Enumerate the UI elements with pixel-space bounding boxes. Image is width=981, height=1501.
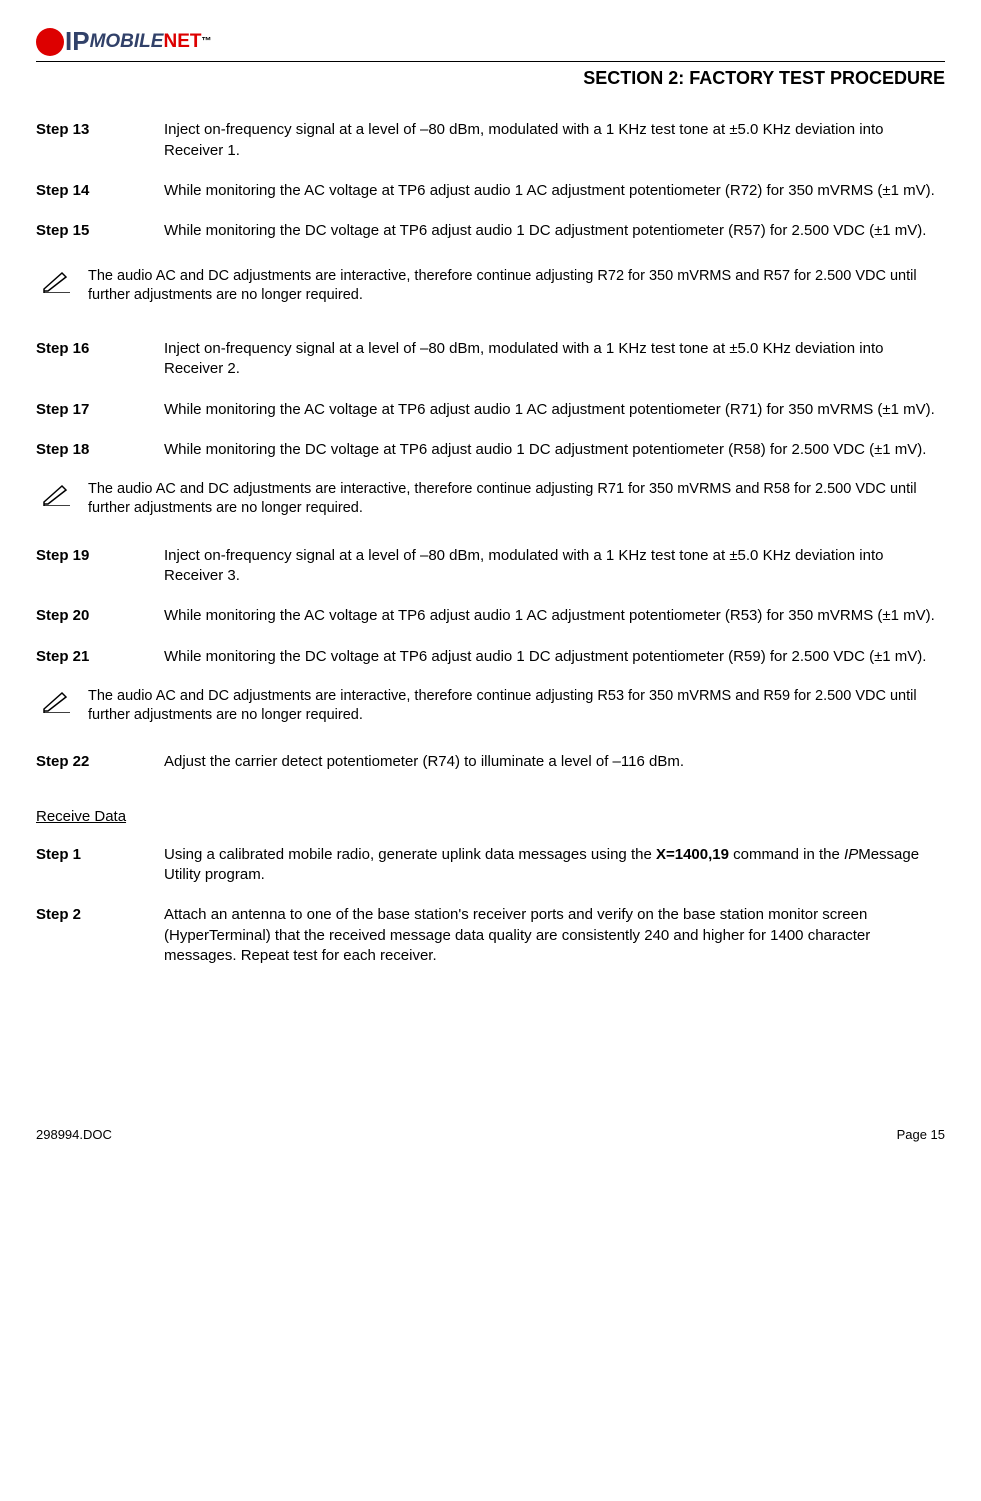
step-body: While monitoring the DC voltage at TP6 a… <box>164 647 945 667</box>
step-body: While monitoring the AC voltage at TP6 a… <box>164 181 945 201</box>
step-row: Step 13Inject on-frequency signal at a l… <box>36 120 945 161</box>
step-row: Step 20While monitoring the AC voltage a… <box>36 606 945 626</box>
step-row: Step 15While monitoring the DC voltage a… <box>36 221 945 241</box>
logo-mobile: MOBILE <box>90 29 164 55</box>
step-body: Adjust the carrier detect potentiometer … <box>164 752 945 772</box>
step-body: Inject on-frequency signal at a level of… <box>164 546 945 587</box>
pencil-icon <box>36 687 88 719</box>
step-row: Step 1Using a calibrated mobile radio, g… <box>36 845 945 886</box>
step-row: Step 14While monitoring the AC voltage a… <box>36 181 945 201</box>
note-text: The audio AC and DC adjustments are inte… <box>88 480 945 518</box>
step-row: Step 16Inject on-frequency signal at a l… <box>36 339 945 380</box>
step-label: Step 16 <box>36 339 164 380</box>
footer: 298994.DOC Page 15 <box>36 1126 945 1144</box>
step-label: Step 19 <box>36 546 164 587</box>
step-label: Step 17 <box>36 400 164 420</box>
header: IP MOBILE NET ™ <box>36 24 945 59</box>
pencil-icon <box>36 267 88 299</box>
header-rule <box>36 61 945 62</box>
step-body: Attach an antenna to one of the base sta… <box>164 905 945 966</box>
note-text: The audio AC and DC adjustments are inte… <box>88 267 945 305</box>
step-label: Step 20 <box>36 606 164 626</box>
note-text: The audio AC and DC adjustments are inte… <box>88 687 945 725</box>
step-label: Step 22 <box>36 752 164 772</box>
note-3: The audio AC and DC adjustments are inte… <box>36 687 945 725</box>
step-row: Step 2Attach an antenna to one of the ba… <box>36 905 945 966</box>
step-label: Step 14 <box>36 181 164 201</box>
logo-ip: IP <box>65 24 90 59</box>
section-title: SECTION 2: FACTORY TEST PROCEDURE <box>36 66 945 90</box>
pencil-icon <box>36 480 88 512</box>
footer-doc: 298994.DOC <box>36 1126 112 1144</box>
step-label: Step 2 <box>36 905 164 966</box>
brand-logo: IP MOBILE NET ™ <box>36 24 211 59</box>
step-body: While monitoring the DC voltage at TP6 a… <box>164 221 945 241</box>
step-body: Using a calibrated mobile radio, generat… <box>164 845 945 886</box>
receive-data-heading: Receive Data <box>36 807 945 827</box>
note-1: The audio AC and DC adjustments are inte… <box>36 267 945 305</box>
step-body: While monitoring the AC voltage at TP6 a… <box>164 606 945 626</box>
footer-page: Page 15 <box>897 1126 945 1144</box>
step-body: Inject on-frequency signal at a level of… <box>164 339 945 380</box>
body-content: Step 13Inject on-frequency signal at a l… <box>36 90 945 966</box>
step-row: Step 17While monitoring the AC voltage a… <box>36 400 945 420</box>
step-22: Step 22 Adjust the carrier detect potent… <box>36 752 945 772</box>
step-label: Step 13 <box>36 120 164 161</box>
step-body: Inject on-frequency signal at a level of… <box>164 120 945 161</box>
step-body: While monitoring the DC voltage at TP6 a… <box>164 440 945 460</box>
step-label: Step 15 <box>36 221 164 241</box>
logo-dot <box>36 28 64 56</box>
step-label: Step 21 <box>36 647 164 667</box>
step-row: Step 19Inject on-frequency signal at a l… <box>36 546 945 587</box>
step-row: Step 21While monitoring the DC voltage a… <box>36 647 945 667</box>
step-label: Step 18 <box>36 440 164 460</box>
step-body: While monitoring the AC voltage at TP6 a… <box>164 400 945 420</box>
step-row: Step 18While monitoring the DC voltage a… <box>36 440 945 460</box>
logo-net: NET <box>163 29 201 55</box>
note-2: The audio AC and DC adjustments are inte… <box>36 480 945 518</box>
step-label: Step 1 <box>36 845 164 886</box>
